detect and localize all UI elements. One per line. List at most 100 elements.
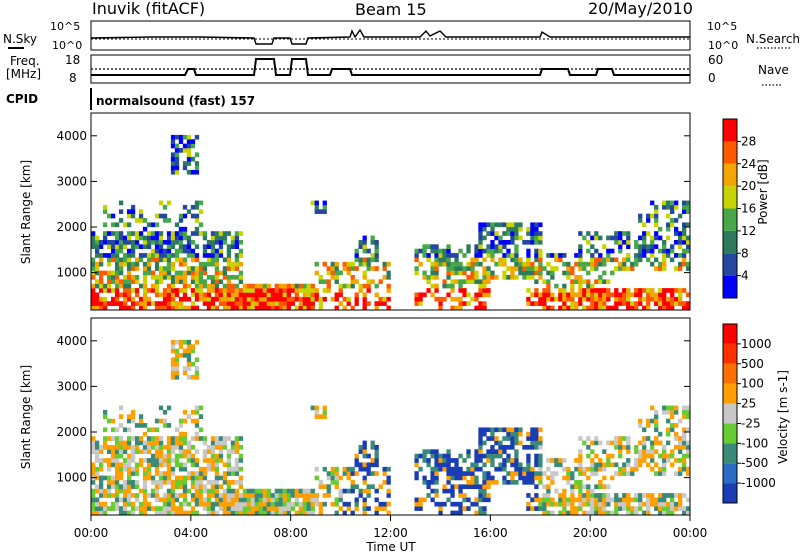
data-cell bbox=[190, 156, 196, 162]
data-cell bbox=[202, 292, 208, 298]
data-cell bbox=[350, 274, 355, 280]
data-cell bbox=[106, 506, 112, 511]
data-cell bbox=[550, 497, 555, 503]
data-cell bbox=[510, 479, 515, 485]
data-cell bbox=[534, 431, 539, 437]
data-cell bbox=[550, 296, 555, 302]
data-cell bbox=[458, 296, 463, 302]
data-cell bbox=[114, 427, 120, 433]
data-cell bbox=[214, 484, 220, 490]
data-cell bbox=[142, 279, 148, 285]
data-cell bbox=[102, 270, 108, 276]
data-cell bbox=[598, 484, 603, 490]
data-cell bbox=[594, 506, 599, 511]
data-cell bbox=[598, 462, 603, 468]
data-cell bbox=[290, 296, 295, 302]
data-cell bbox=[166, 423, 172, 428]
data-cell bbox=[562, 288, 567, 293]
data-cell bbox=[358, 239, 363, 245]
data-cell bbox=[662, 449, 667, 455]
data-cell bbox=[130, 479, 136, 485]
data-cell bbox=[170, 344, 176, 349]
data-cell bbox=[426, 288, 431, 293]
data-cell bbox=[298, 296, 303, 302]
data-cell bbox=[170, 274, 176, 280]
data-cell bbox=[202, 501, 208, 507]
data-cell bbox=[214, 475, 220, 481]
data-cell bbox=[458, 506, 463, 511]
data-cell bbox=[494, 436, 499, 441]
data-cell bbox=[366, 506, 371, 511]
data-cell bbox=[122, 253, 128, 258]
data-cell bbox=[138, 257, 144, 263]
data-cell bbox=[610, 257, 615, 263]
data-cell bbox=[590, 261, 595, 267]
data-cell bbox=[362, 235, 367, 241]
data-cell bbox=[174, 152, 180, 158]
data-cell bbox=[94, 501, 100, 507]
data-cell bbox=[158, 253, 164, 258]
colorbar-tick-label: 500 bbox=[741, 357, 764, 371]
data-cell bbox=[322, 296, 327, 302]
data-cell bbox=[258, 497, 264, 503]
data-cell bbox=[226, 501, 232, 507]
data-cell bbox=[534, 462, 539, 468]
data-cell bbox=[214, 488, 220, 494]
data-cell bbox=[662, 204, 667, 210]
data-cell bbox=[606, 235, 611, 241]
data-cell bbox=[194, 475, 200, 481]
data-cell bbox=[570, 301, 575, 306]
data-cell bbox=[126, 261, 132, 267]
data-cell bbox=[110, 244, 116, 250]
data-cell bbox=[106, 283, 112, 289]
data-cell bbox=[686, 497, 691, 503]
data-cell bbox=[118, 301, 124, 306]
data-cell bbox=[250, 493, 256, 498]
data-cell bbox=[426, 493, 431, 498]
data-cell bbox=[422, 458, 427, 463]
data-cell bbox=[214, 497, 220, 503]
data-cell bbox=[310, 493, 315, 498]
data-cell bbox=[174, 427, 180, 433]
data-cell bbox=[358, 261, 363, 267]
data-cell bbox=[98, 296, 104, 302]
data-cell bbox=[450, 458, 455, 463]
data-cell bbox=[538, 466, 543, 472]
data-cell bbox=[194, 357, 200, 363]
data-cell bbox=[174, 444, 180, 450]
power-cbar-label: Power [dB] bbox=[756, 159, 770, 224]
data-cell bbox=[158, 270, 164, 276]
data-cell bbox=[174, 257, 180, 263]
data-cell bbox=[670, 248, 675, 254]
data-cell bbox=[342, 510, 347, 516]
data-cell bbox=[378, 501, 383, 507]
data-cell bbox=[118, 466, 124, 472]
data-cell bbox=[638, 301, 643, 306]
data-cell bbox=[478, 484, 483, 490]
data-cell bbox=[370, 253, 375, 258]
data-cell bbox=[254, 510, 260, 516]
station-title: Inuvik (fitACF) bbox=[92, 0, 205, 18]
data-cell bbox=[526, 274, 531, 280]
data-cell bbox=[206, 244, 212, 250]
data-cell bbox=[486, 449, 491, 455]
data-cell bbox=[674, 231, 679, 236]
data-cell bbox=[226, 471, 232, 476]
data-cell bbox=[146, 253, 152, 258]
colorbar-tick-label: 28 bbox=[741, 134, 756, 148]
colorbar-tick-label: 4 bbox=[741, 269, 749, 283]
data-cell bbox=[98, 279, 104, 285]
data-cell bbox=[322, 405, 327, 411]
data-cell bbox=[230, 283, 236, 289]
data-cell bbox=[382, 301, 387, 306]
data-cell bbox=[102, 427, 108, 433]
data-cell bbox=[626, 462, 631, 468]
data-cell bbox=[506, 453, 511, 459]
data-cell bbox=[374, 444, 379, 450]
data-cell bbox=[418, 296, 423, 302]
data-cell bbox=[662, 409, 667, 415]
data-cell bbox=[362, 440, 367, 446]
colorbar-segment bbox=[723, 363, 737, 384]
data-cell bbox=[298, 305, 303, 311]
data-cell bbox=[250, 497, 256, 503]
